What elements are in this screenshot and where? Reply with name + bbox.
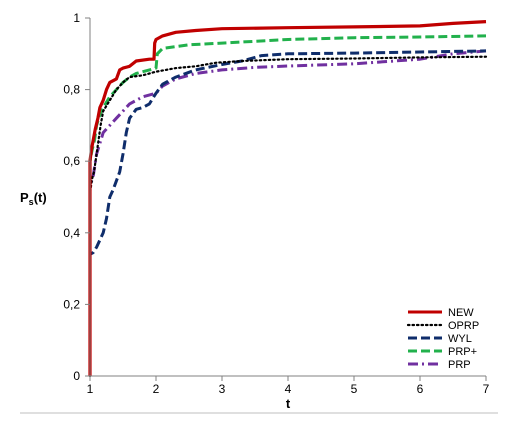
series-line-prp [88, 49, 487, 376]
y-tick-label: 0,6 [63, 154, 80, 168]
x-tick-label: 1 [87, 382, 94, 396]
y-tick-label: 0,8 [63, 83, 80, 97]
y-tick-label: 0,2 [63, 297, 80, 311]
series-line-wyl [88, 49, 487, 376]
legend-label: PRP+ [448, 346, 477, 358]
legend-label: NEW [448, 307, 474, 319]
y-axis-title: Ps(t) [20, 190, 47, 207]
x-ticks: 1 2 3 4 5 6 7 [87, 376, 490, 396]
series-line-prp [88, 34, 487, 376]
x-tick-label: 2 [153, 382, 160, 396]
x-tick-label: 6 [417, 382, 424, 396]
x-tick-label: 5 [351, 382, 358, 396]
series-layer [88, 20, 488, 378]
legend-label: OPRP [448, 320, 479, 332]
series-line-oprp [88, 55, 488, 378]
series-line-new [88, 20, 487, 376]
x-tick-label: 3 [219, 382, 226, 396]
legend-label: PRP [448, 359, 471, 371]
x-tick-label: 4 [285, 382, 292, 396]
y-tick-label: 0,4 [63, 226, 80, 240]
y-ticks: 0 0,2 0,4 0,6 0,8 1 [63, 11, 90, 383]
x-axis-title: t [286, 396, 291, 411]
y-tick-label: 1 [73, 11, 80, 25]
x-tick-label: 7 [483, 382, 490, 396]
legend-label: WYL [448, 333, 472, 345]
y-tick-label: 0 [73, 369, 80, 383]
